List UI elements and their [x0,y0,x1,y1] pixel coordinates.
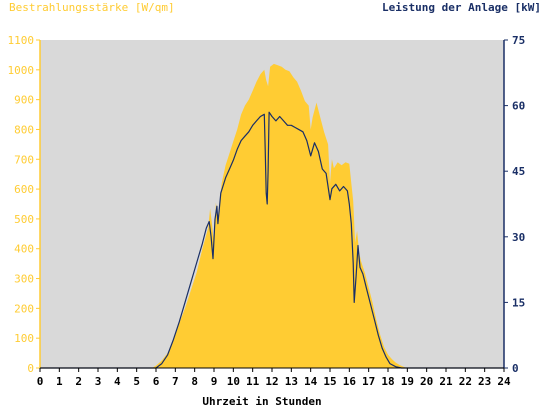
x-tick-label: 11 [246,375,260,388]
x-tick-label: 12 [265,375,278,388]
right-tick-label: 30 [512,231,525,244]
x-tick-label: 6 [153,375,160,388]
x-tick-label: 5 [133,375,140,388]
axes-group: 0100200300400500600700800900100011000153… [8,34,526,388]
x-tick-label: 4 [114,375,121,388]
right-tick-label: 15 [512,296,525,309]
x-tick-label: 14 [304,375,318,388]
left-tick-label: 800 [14,123,34,136]
left-tick-label: 400 [14,243,34,256]
x-tick-label: 0 [37,375,44,388]
power-line-group [40,111,504,369]
right-tick-label: 75 [512,34,525,47]
right-tick-label: 45 [512,165,525,178]
x-axis-title: Uhrzeit in Stunden [202,395,321,408]
right-tick-label: 60 [512,100,525,113]
left-tick-label: 500 [14,213,34,226]
x-tick-label: 13 [285,375,298,388]
x-tick-label: 8 [191,375,198,388]
x-tick-label: 18 [381,375,394,388]
irradiance-area-group [40,63,504,369]
left-tick-label: 1100 [8,34,35,47]
x-tick-label: 10 [227,375,240,388]
x-tick-label: 9 [211,375,218,388]
x-tick-label: 17 [362,375,375,388]
x-tick-label: 7 [172,375,179,388]
x-tick-label: 19 [401,375,414,388]
power-line [40,111,504,369]
x-tick-label: 22 [459,375,472,388]
left-tick-label: 0 [27,362,34,375]
irradiance-area [40,63,504,369]
left-tick-label: 900 [14,94,34,107]
x-tick-label: 2 [75,375,82,388]
left-tick-label: 200 [14,302,34,315]
x-tick-label: 3 [95,375,102,388]
left-axis-title: Bestrahlungsstärke [W/qm] [9,1,175,14]
x-tick-label: 23 [478,375,491,388]
x-tick-label: 15 [323,375,336,388]
x-tick-label: 24 [497,375,511,388]
x-tick-label: 20 [420,375,433,388]
x-tick-label: 1 [56,375,63,388]
left-tick-label: 100 [14,332,34,345]
left-tick-label: 1000 [8,64,35,77]
left-tick-label: 300 [14,273,34,286]
left-tick-label: 700 [14,153,34,166]
left-tick-label: 600 [14,183,34,196]
right-tick-label: 0 [512,362,519,375]
x-tick-label: 21 [439,375,453,388]
x-tick-label: 16 [343,375,357,388]
right-axis-title: Leistung der Anlage [kW] [382,1,541,14]
